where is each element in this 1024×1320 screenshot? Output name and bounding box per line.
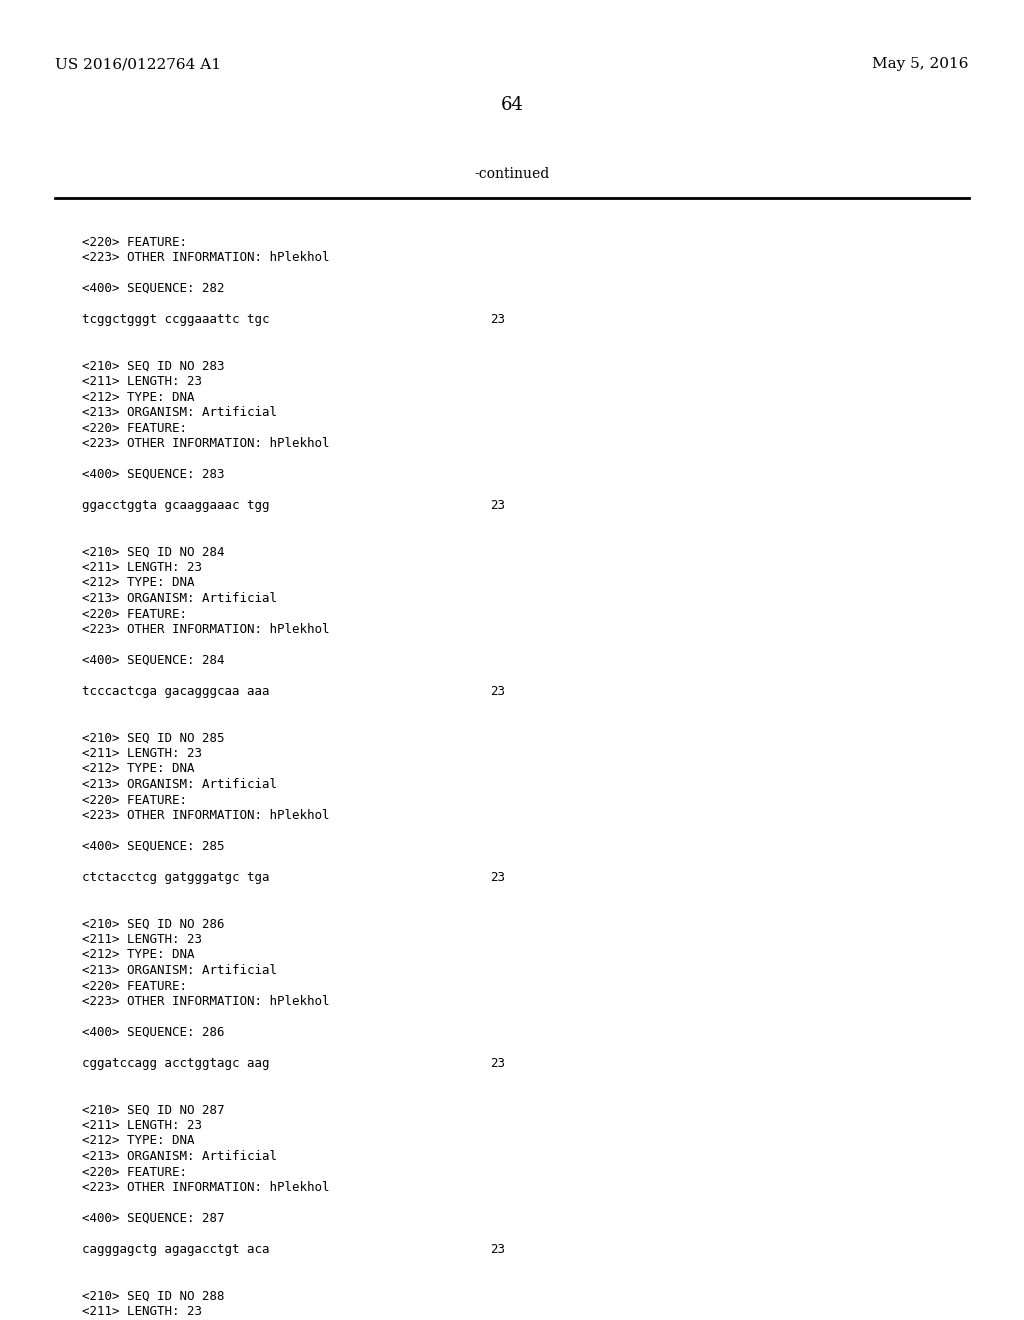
Text: <223> OTHER INFORMATION: hPlekhol: <223> OTHER INFORMATION: hPlekhol — [82, 809, 330, 822]
Text: <210> SEQ ID NO 287: <210> SEQ ID NO 287 — [82, 1104, 224, 1117]
Text: <210> SEQ ID NO 283: <210> SEQ ID NO 283 — [82, 359, 224, 372]
Text: <212> TYPE: DNA: <212> TYPE: DNA — [82, 1134, 195, 1147]
Text: ggacctggta gcaaggaaac tgg: ggacctggta gcaaggaaac tgg — [82, 499, 269, 512]
Text: <210> SEQ ID NO 285: <210> SEQ ID NO 285 — [82, 731, 224, 744]
Text: 64: 64 — [501, 96, 523, 114]
Text: <211> LENGTH: 23: <211> LENGTH: 23 — [82, 747, 202, 760]
Text: <212> TYPE: DNA: <212> TYPE: DNA — [82, 577, 195, 590]
Text: cagggagctg agagacctgt aca: cagggagctg agagacctgt aca — [82, 1243, 269, 1257]
Text: <211> LENGTH: 23: <211> LENGTH: 23 — [82, 933, 202, 946]
Text: <211> LENGTH: 23: <211> LENGTH: 23 — [82, 375, 202, 388]
Text: May 5, 2016: May 5, 2016 — [872, 57, 969, 71]
Text: <223> OTHER INFORMATION: hPlekhol: <223> OTHER INFORMATION: hPlekhol — [82, 995, 330, 1008]
Text: 23: 23 — [490, 871, 505, 884]
Text: <400> SEQUENCE: 287: <400> SEQUENCE: 287 — [82, 1212, 224, 1225]
Text: <212> TYPE: DNA: <212> TYPE: DNA — [82, 763, 195, 776]
Text: ctctacctcg gatgggatgc tga: ctctacctcg gatgggatgc tga — [82, 871, 269, 884]
Text: <223> OTHER INFORMATION: hPlekhol: <223> OTHER INFORMATION: hPlekhol — [82, 623, 330, 636]
Text: <400> SEQUENCE: 286: <400> SEQUENCE: 286 — [82, 1026, 224, 1039]
Text: <212> TYPE: DNA: <212> TYPE: DNA — [82, 949, 195, 961]
Text: <211> LENGTH: 23: <211> LENGTH: 23 — [82, 1119, 202, 1133]
Text: -continued: -continued — [474, 168, 550, 181]
Text: <400> SEQUENCE: 283: <400> SEQUENCE: 283 — [82, 469, 224, 480]
Text: <212> TYPE: DNA: <212> TYPE: DNA — [82, 391, 195, 404]
Text: <213> ORGANISM: Artificial: <213> ORGANISM: Artificial — [82, 777, 278, 791]
Text: <211> LENGTH: 23: <211> LENGTH: 23 — [82, 561, 202, 574]
Text: <220> FEATURE:: <220> FEATURE: — [82, 979, 187, 993]
Text: tcggctgggt ccggaaattc tgc: tcggctgggt ccggaaattc tgc — [82, 313, 269, 326]
Text: <223> OTHER INFORMATION: hPlekhol: <223> OTHER INFORMATION: hPlekhol — [82, 1181, 330, 1195]
Text: 23: 23 — [490, 1057, 505, 1071]
Text: cggatccagg acctggtagc aag: cggatccagg acctggtagc aag — [82, 1057, 269, 1071]
Text: <213> ORGANISM: Artificial: <213> ORGANISM: Artificial — [82, 591, 278, 605]
Text: <400> SEQUENCE: 284: <400> SEQUENCE: 284 — [82, 653, 224, 667]
Text: <220> FEATURE:: <220> FEATURE: — [82, 1166, 187, 1179]
Text: <213> ORGANISM: Artificial: <213> ORGANISM: Artificial — [82, 1150, 278, 1163]
Text: US 2016/0122764 A1: US 2016/0122764 A1 — [55, 57, 221, 71]
Text: 23: 23 — [490, 685, 505, 698]
Text: 23: 23 — [490, 499, 505, 512]
Text: <210> SEQ ID NO 284: <210> SEQ ID NO 284 — [82, 545, 224, 558]
Text: <211> LENGTH: 23: <211> LENGTH: 23 — [82, 1305, 202, 1317]
Text: <213> ORGANISM: Artificial: <213> ORGANISM: Artificial — [82, 964, 278, 977]
Text: 23: 23 — [490, 313, 505, 326]
Text: <400> SEQUENCE: 282: <400> SEQUENCE: 282 — [82, 282, 224, 294]
Text: <210> SEQ ID NO 288: <210> SEQ ID NO 288 — [82, 1290, 224, 1303]
Text: <220> FEATURE:: <220> FEATURE: — [82, 607, 187, 620]
Text: <220> FEATURE:: <220> FEATURE: — [82, 793, 187, 807]
Text: <220> FEATURE:: <220> FEATURE: — [82, 235, 187, 248]
Text: <400> SEQUENCE: 285: <400> SEQUENCE: 285 — [82, 840, 224, 853]
Text: <220> FEATURE:: <220> FEATURE: — [82, 421, 187, 434]
Text: <223> OTHER INFORMATION: hPlekhol: <223> OTHER INFORMATION: hPlekhol — [82, 437, 330, 450]
Text: <223> OTHER INFORMATION: hPlekhol: <223> OTHER INFORMATION: hPlekhol — [82, 251, 330, 264]
Text: <213> ORGANISM: Artificial: <213> ORGANISM: Artificial — [82, 407, 278, 418]
Text: 23: 23 — [490, 1243, 505, 1257]
Text: <210> SEQ ID NO 286: <210> SEQ ID NO 286 — [82, 917, 224, 931]
Text: tcccactcga gacagggcaa aaa: tcccactcga gacagggcaa aaa — [82, 685, 269, 698]
